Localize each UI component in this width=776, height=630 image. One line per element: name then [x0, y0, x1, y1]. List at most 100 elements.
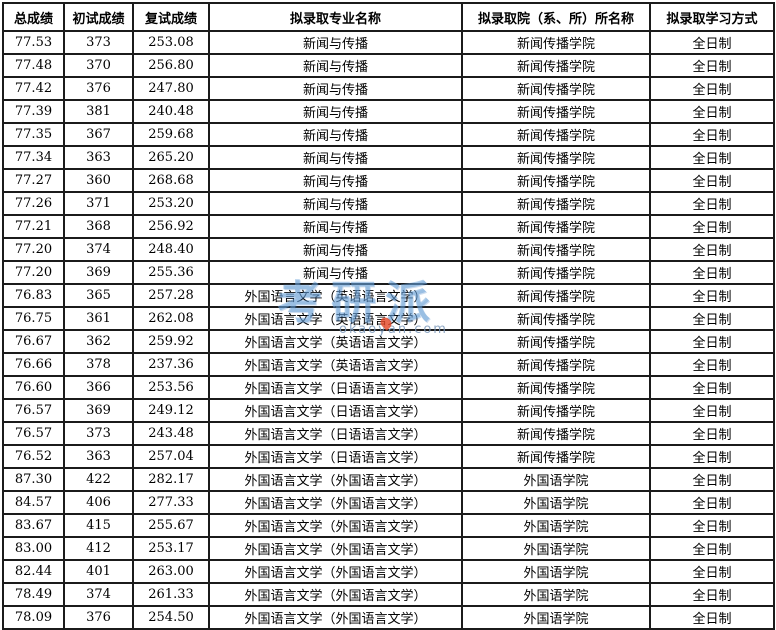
header-total-score: 总成绩: [2, 2, 65, 32]
table-cell: 259.92: [132, 329, 210, 354]
table-cell: 外国语言文学（英语语言文学）: [208, 306, 463, 331]
table-cell: 新闻传播学院: [461, 283, 651, 308]
table-cell: 253.08: [132, 30, 210, 55]
table-cell: 363: [63, 444, 134, 469]
table-cell: 外国语言文学（英语语言文学）: [208, 283, 463, 308]
table-cell: 全日制: [649, 513, 775, 538]
table-cell: 新闻传播学院: [461, 145, 651, 170]
table-cell: 256.92: [132, 214, 210, 239]
table-cell: 全日制: [649, 444, 775, 469]
table-cell: 外国语学院: [461, 582, 651, 607]
table-cell: 新闻传播学院: [461, 214, 651, 239]
table-cell: 新闻与传播: [208, 168, 463, 193]
table-cell: 247.80: [132, 76, 210, 101]
table-cell: 253.20: [132, 191, 210, 216]
table-row: 76.83 365 257.28 外国语言文学（英语语言文学） 新闻传播学院 全日制: [2, 283, 775, 308]
table-cell: 371: [63, 191, 134, 216]
table-cell: 新闻传播学院: [461, 421, 651, 446]
table-cell: 77.27: [2, 168, 65, 193]
table-cell: 277.33: [132, 490, 210, 515]
table-row: 77.39 381 240.48 新闻与传播 新闻传播学院 全日制: [2, 99, 775, 124]
table-row: 78.49 374 261.33 外国语言文学（外国语言文学） 外国语学院 全日制: [2, 582, 775, 607]
table-cell: 422: [63, 467, 134, 492]
table-cell: 256.80: [132, 53, 210, 78]
table-cell: 新闻传播学院: [461, 444, 651, 469]
table-row: 76.57 369 249.12 外国语言文学（日语语言文学） 新闻传播学院 全日制: [2, 398, 775, 423]
table-cell: 237.36: [132, 352, 210, 377]
table-cell: 外国语学院: [461, 559, 651, 584]
table-cell: 新闻传播学院: [461, 53, 651, 78]
table-cell: 全日制: [649, 191, 775, 216]
table-cell: 363: [63, 145, 134, 170]
table-cell: 外国语学院: [461, 467, 651, 492]
table-cell: 253.17: [132, 536, 210, 561]
header-row: 总成绩 初试成绩 复试成绩 拟录取专业名称 拟录取院（系、所）所名称 拟录取学习…: [2, 2, 775, 32]
table-cell: 外国语言文学（外国语言文学）: [208, 467, 463, 492]
table-cell: 全日制: [649, 605, 775, 630]
table-row: 77.27 360 268.68 新闻与传播 新闻传播学院 全日制: [2, 168, 775, 193]
table-cell: 外国语学院: [461, 513, 651, 538]
table-cell: 77.53: [2, 30, 65, 55]
table-row: 76.57 373 243.48 外国语言文学（日语语言文学） 新闻传播学院 全日制: [2, 421, 775, 446]
table-row: 76.66 378 237.36 外国语言文学（英语语言文学） 新闻传播学院 全日制: [2, 352, 775, 377]
table-cell: 全日制: [649, 490, 775, 515]
table-row: 76.75 361 262.08 外国语言文学（英语语言文学） 新闻传播学院 全日制: [2, 306, 775, 331]
table-cell: 外国语言文学（日语语言文学）: [208, 375, 463, 400]
table-cell: 外国语言文学（外国语言文学）: [208, 513, 463, 538]
table-cell: 新闻传播学院: [461, 352, 651, 377]
table-cell: 新闻与传播: [208, 30, 463, 55]
table-cell: 全日制: [649, 76, 775, 101]
header-initial-score: 初试成绩: [63, 2, 134, 32]
table-row: 77.35 367 259.68 新闻与传播 新闻传播学院 全日制: [2, 122, 775, 147]
table-cell: 76.75: [2, 306, 65, 331]
table-cell: 全日制: [649, 536, 775, 561]
table-cell: 240.48: [132, 99, 210, 124]
table-cell: 全日制: [649, 306, 775, 331]
table-cell: 76.57: [2, 398, 65, 423]
table-cell: 376: [63, 76, 134, 101]
table-cell: 77.39: [2, 99, 65, 124]
table-row: 76.52 363 257.04 外国语言文学（日语语言文学） 新闻传播学院 全日制: [2, 444, 775, 469]
table-cell: 381: [63, 99, 134, 124]
table-cell: 259.68: [132, 122, 210, 147]
table-cell: 77.26: [2, 191, 65, 216]
table-cell: 全日制: [649, 99, 775, 124]
table-cell: 全日制: [649, 237, 775, 262]
table-row: 77.34 363 265.20 新闻与传播 新闻传播学院 全日制: [2, 145, 775, 170]
table-cell: 全日制: [649, 421, 775, 446]
table-cell: 243.48: [132, 421, 210, 446]
table-cell: 全日制: [649, 122, 775, 147]
table-cell: 401: [63, 559, 134, 584]
table-cell: 外国语言文学（英语语言文学）: [208, 329, 463, 354]
table-cell: 82.44: [2, 559, 65, 584]
table-cell: 412: [63, 536, 134, 561]
table-cell: 新闻传播学院: [461, 398, 651, 423]
table-cell: 415: [63, 513, 134, 538]
table-cell: 365: [63, 283, 134, 308]
table-cell: 76.52: [2, 444, 65, 469]
table-cell: 374: [63, 237, 134, 262]
table-cell: 新闻传播学院: [461, 191, 651, 216]
table-cell: 373: [63, 421, 134, 446]
table-cell: 全日制: [649, 352, 775, 377]
table-cell: 255.36: [132, 260, 210, 285]
table-cell: 87.30: [2, 467, 65, 492]
table-cell: 378: [63, 352, 134, 377]
table-cell: 新闻与传播: [208, 99, 463, 124]
table-cell: 406: [63, 490, 134, 515]
table-cell: 新闻传播学院: [461, 99, 651, 124]
table-cell: 255.67: [132, 513, 210, 538]
table-row: 77.42 376 247.80 新闻与传播 新闻传播学院 全日制: [2, 76, 775, 101]
table-cell: 262.08: [132, 306, 210, 331]
header-college-name: 拟录取院（系、所）所名称: [461, 2, 651, 32]
table-cell: 新闻传播学院: [461, 76, 651, 101]
table-cell: 外国语学院: [461, 536, 651, 561]
table-cell: 新闻与传播: [208, 260, 463, 285]
table-cell: 全日制: [649, 283, 775, 308]
table-cell: 新闻与传播: [208, 122, 463, 147]
table-cell: 257.28: [132, 283, 210, 308]
table-cell: 361: [63, 306, 134, 331]
table-cell: 249.12: [132, 398, 210, 423]
table-cell: 366: [63, 375, 134, 400]
table-cell: 新闻传播学院: [461, 306, 651, 331]
